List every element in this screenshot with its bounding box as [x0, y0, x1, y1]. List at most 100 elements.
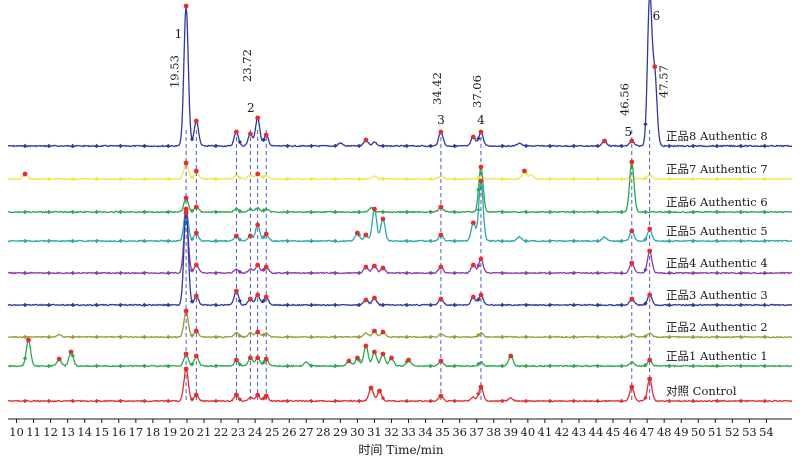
baseline-marker: [452, 238, 457, 244]
peak-apex-marker: [255, 355, 261, 361]
baseline-marker: [500, 176, 505, 182]
peak-apex-marker: [183, 308, 189, 314]
baseline-marker: [70, 209, 75, 215]
peak-apex-marker: [602, 138, 607, 144]
baseline-marker: [333, 363, 338, 369]
peak-apex-marker: [247, 131, 253, 137]
baseline-marker: [166, 176, 171, 182]
peak-apex-marker: [368, 385, 374, 391]
baseline-marker: [476, 361, 481, 367]
peak-apex-marker: [652, 64, 658, 70]
baseline-marker: [667, 270, 672, 276]
peak-apex-marker: [470, 220, 476, 226]
peak-apex-marker: [263, 264, 269, 270]
peak-number: 1: [175, 27, 183, 41]
baseline-marker: [213, 302, 219, 308]
baseline-marker: [547, 302, 553, 308]
x-tick-label: 23: [231, 425, 246, 439]
baseline-marker: [189, 136, 195, 142]
peak-apex-marker: [629, 384, 635, 390]
baseline-marker: [523, 209, 529, 215]
baseline-marker: [46, 302, 52, 308]
peak-apex-marker: [629, 260, 635, 266]
baseline-marker: [667, 209, 672, 215]
baseline-marker: [285, 363, 290, 369]
baseline-marker: [476, 263, 481, 268]
baseline-marker: [595, 334, 600, 340]
retention-time-label: 37.06: [470, 75, 484, 108]
baseline-marker: [762, 398, 767, 404]
peak-apex-marker: [346, 358, 352, 364]
baseline-marker: [500, 334, 505, 340]
peak-apex-marker: [629, 296, 635, 302]
baseline-marker: [738, 398, 744, 404]
baseline-marker: [571, 398, 577, 404]
retention-time-label: 34.42: [430, 72, 444, 105]
peak-apex-marker: [438, 264, 444, 270]
baseline-marker: [46, 270, 52, 276]
baseline-marker: [94, 334, 99, 340]
trace-line: [7, 0, 793, 148]
peak-apex-marker: [363, 297, 369, 303]
peak-apex-marker: [372, 349, 377, 355]
baseline-marker: [714, 176, 720, 182]
baseline-marker: [189, 268, 195, 273]
baseline-marker: [738, 238, 744, 244]
baseline-marker: [428, 209, 433, 215]
baseline-marker: [142, 209, 147, 215]
baseline-marker: [309, 398, 314, 404]
peak-apex-marker: [255, 115, 261, 121]
baseline-marker: [428, 143, 433, 149]
baseline-marker: [547, 238, 553, 244]
trace-line: [7, 339, 793, 368]
x-tick-label: 52: [725, 425, 740, 439]
series-label: 正品4 Authentic 4: [666, 256, 768, 270]
baseline-marker: [452, 398, 457, 404]
baseline-marker: [118, 238, 123, 244]
baseline-marker: [714, 334, 720, 340]
baseline-marker: [762, 363, 767, 369]
baseline-marker: [547, 176, 553, 182]
x-tick-label: 46: [623, 425, 638, 439]
baseline-marker: [22, 209, 28, 215]
x-tick-label: 42: [555, 425, 570, 439]
baseline-marker: [619, 143, 624, 149]
peak-apex-marker: [263, 132, 269, 138]
baseline-marker: [22, 143, 28, 149]
baseline-marker: [237, 333, 242, 339]
baseline-marker: [476, 332, 481, 338]
x-tick-label: 21: [197, 425, 212, 439]
baseline-marker: [213, 176, 219, 182]
baseline-marker: [571, 209, 577, 215]
peak-apex-marker: [438, 204, 444, 210]
baseline-marker: [690, 238, 696, 244]
peak-apex-marker: [478, 384, 484, 390]
baseline-marker: [571, 363, 577, 369]
baseline-marker: [595, 270, 600, 276]
baseline-marker: [166, 143, 171, 149]
x-tick-label: 44: [589, 425, 604, 439]
baseline-marker: [738, 334, 744, 340]
x-tick-label: 12: [43, 425, 58, 439]
baseline-marker: [762, 176, 767, 182]
x-tick-label: 39: [503, 425, 518, 439]
baseline-marker: [690, 398, 696, 404]
baseline-marker: [714, 363, 720, 369]
baseline-marker: [643, 237, 648, 242]
series-label: 正品8 Authentic 8: [666, 129, 768, 143]
baseline-marker: [380, 395, 386, 401]
baseline-marker: [738, 143, 744, 149]
x-tick-label: 34: [418, 425, 433, 439]
baseline-marker: [523, 334, 529, 340]
baseline-marker: [166, 270, 171, 276]
baseline-marker: [619, 398, 624, 404]
baseline-marker: [476, 136, 481, 141]
series-label: 正品6 Authentic 6: [666, 195, 768, 209]
baseline-marker: [189, 208, 195, 214]
baseline-marker: [94, 238, 99, 244]
baseline-marker: [309, 302, 314, 308]
peak-apex-marker: [363, 232, 369, 238]
x-axis-title: 时间 Time/min: [358, 443, 443, 457]
series-label: 正品5 Authentic 5: [666, 224, 768, 238]
baseline-marker: [94, 209, 99, 215]
